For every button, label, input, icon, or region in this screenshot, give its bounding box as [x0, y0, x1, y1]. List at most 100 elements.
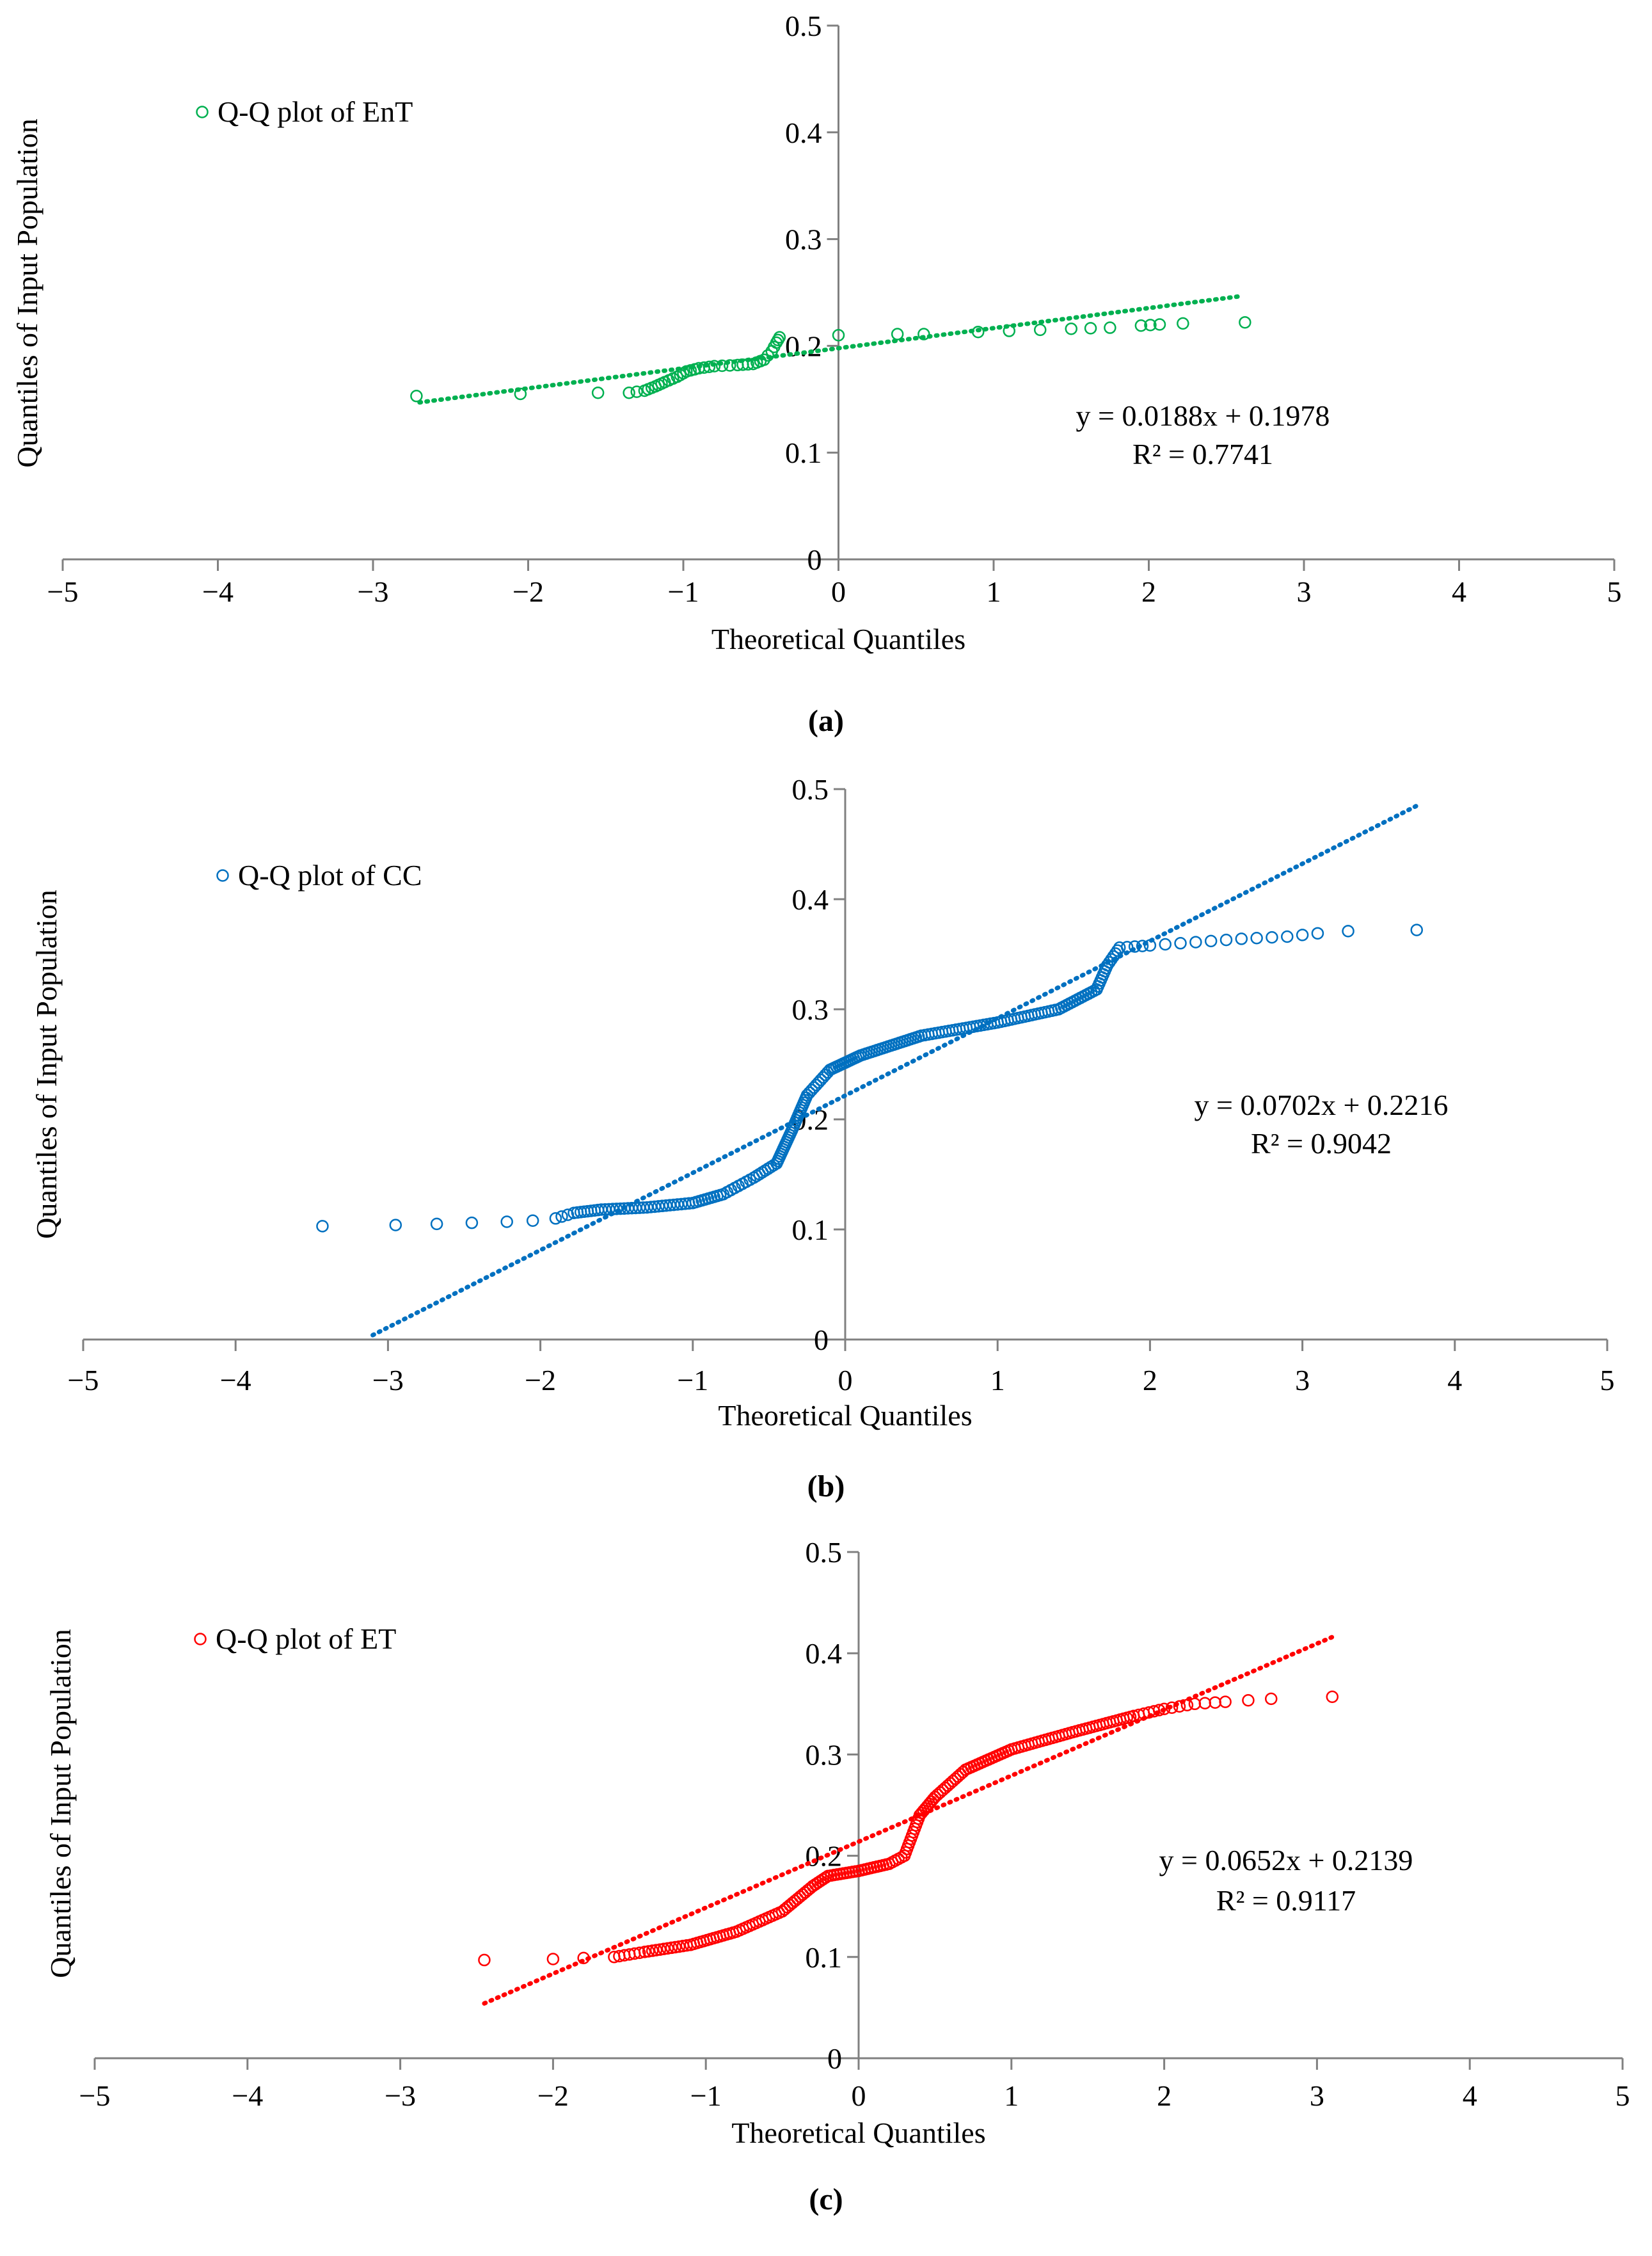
- x-tick-label: −2: [537, 2079, 569, 2112]
- data-point: [1265, 1692, 1278, 1706]
- trendline: [370, 803, 1419, 1338]
- y-tick-label: 0: [814, 1324, 829, 1356]
- data-point: [591, 387, 605, 399]
- y-tick-label: 0.1: [806, 1941, 843, 1974]
- data-point: [1174, 937, 1187, 950]
- trendline-equation: y = 0.0702x + 0.2216: [1195, 1089, 1449, 1121]
- data-point: [773, 331, 786, 344]
- x-tick-label: −4: [220, 1364, 251, 1396]
- x-tick-label: 0: [831, 575, 846, 608]
- trendline-equation: y = 0.0188x + 0.1978: [1076, 399, 1330, 432]
- trendline-r2: R² = 0.7741: [1132, 438, 1273, 470]
- x-tick-label: −1: [690, 2079, 722, 2112]
- data-point: [1113, 941, 1126, 954]
- x-tick-label: 4: [1447, 1364, 1462, 1396]
- x-tick-label: 5: [1607, 575, 1622, 608]
- x-tick-label: 1: [1004, 2079, 1019, 2112]
- data-point: [1296, 929, 1309, 941]
- data-point: [758, 353, 770, 366]
- trendline-equation: y = 0.0652x + 0.2139: [1159, 1844, 1413, 1876]
- data-point: [703, 360, 716, 373]
- y-tick-label: 0.5: [806, 1536, 843, 1569]
- data-point: [430, 1217, 443, 1231]
- x-tick-label: 3: [1310, 2079, 1324, 2112]
- x-tick-label: −5: [79, 2079, 111, 2112]
- y-tick-label: 0.4: [806, 1637, 843, 1670]
- x-tick-label: −3: [372, 1364, 404, 1396]
- data-point: [819, 1871, 832, 1884]
- data-point: [1153, 318, 1166, 331]
- legend-marker: [216, 869, 229, 882]
- data-point: [1143, 939, 1157, 952]
- data-point: [1189, 936, 1202, 948]
- x-tick-label: 0: [852, 2079, 866, 2112]
- x-tick-label: 5: [1600, 1364, 1615, 1396]
- data-point: [623, 387, 635, 399]
- data-point: [832, 328, 845, 342]
- y-tick-label: 0.3: [792, 993, 829, 1026]
- data-point: [389, 1219, 402, 1231]
- y-tick-label: 0.4: [785, 116, 822, 149]
- data-point: [1242, 1694, 1255, 1707]
- data-series: [316, 924, 1423, 1233]
- data-point: [410, 390, 423, 403]
- data-point: [917, 328, 930, 340]
- y-tick-label: 0.1: [785, 436, 822, 469]
- data-point: [1311, 927, 1324, 940]
- data-point: [1152, 1704, 1166, 1716]
- y-tick-label: 0.5: [792, 773, 829, 806]
- data-point: [1235, 932, 1248, 945]
- x-axis-title: Theoretical Quantiles: [711, 623, 965, 655]
- x-tick-label: −4: [202, 575, 234, 608]
- y-axis-title: Quantiles of Input Population: [30, 890, 63, 1239]
- x-axis-title: Theoretical Quantiles: [731, 2116, 985, 2149]
- data-point: [1266, 931, 1278, 944]
- data-point: [1250, 932, 1263, 945]
- data-point: [577, 1951, 590, 1965]
- data-point: [708, 360, 721, 372]
- x-tick-label: 4: [1463, 2079, 1477, 2112]
- y-tick-label: 0.2: [785, 330, 822, 362]
- x-tick-label: −2: [512, 575, 544, 608]
- data-point: [316, 1220, 329, 1233]
- x-tick-label: 2: [1141, 575, 1156, 608]
- data-point: [478, 1953, 491, 1967]
- data-point: [1326, 1690, 1339, 1703]
- legend-marker: [194, 1633, 207, 1645]
- data-point: [1144, 319, 1157, 332]
- legend-label: Q-Q plot of ET: [216, 1622, 396, 1655]
- data-point: [526, 1214, 539, 1227]
- data-point: [1177, 317, 1189, 330]
- data-point: [1281, 930, 1294, 943]
- data-point: [1157, 1702, 1171, 1715]
- data-point: [1209, 1696, 1221, 1709]
- x-tick-label: −2: [525, 1364, 556, 1396]
- data-point: [761, 349, 774, 362]
- legend-label: Q-Q plot of CC: [238, 859, 422, 892]
- x-tick-label: 3: [1295, 1364, 1310, 1396]
- data-series: [410, 316, 1251, 403]
- x-axis-title: Theoretical Quantiles: [718, 1399, 972, 1432]
- legend-label: Q-Q plot of EnT: [218, 95, 413, 128]
- y-axis-title: Quantiles of Input Population: [44, 1629, 77, 1978]
- data-point: [1410, 924, 1423, 936]
- data-point: [1342, 925, 1354, 938]
- x-tick-label: −5: [47, 575, 79, 608]
- data-point: [1065, 322, 1077, 335]
- trendline-r2: R² = 0.9042: [1251, 1127, 1392, 1160]
- data-point: [1165, 1701, 1179, 1714]
- x-tick-label: 4: [1452, 575, 1466, 608]
- data-point: [1159, 938, 1171, 951]
- data-point: [1003, 324, 1015, 337]
- data-point: [972, 325, 985, 339]
- data-point: [1128, 940, 1141, 953]
- data-point: [1034, 323, 1047, 337]
- x-tick-label: −1: [677, 1364, 708, 1396]
- data-point: [1173, 1700, 1186, 1713]
- data-point: [1134, 319, 1148, 332]
- trendline: [417, 294, 1244, 405]
- data-point: [1188, 1697, 1202, 1711]
- data-point: [1219, 1695, 1232, 1708]
- x-tick-label: −3: [385, 2079, 416, 2112]
